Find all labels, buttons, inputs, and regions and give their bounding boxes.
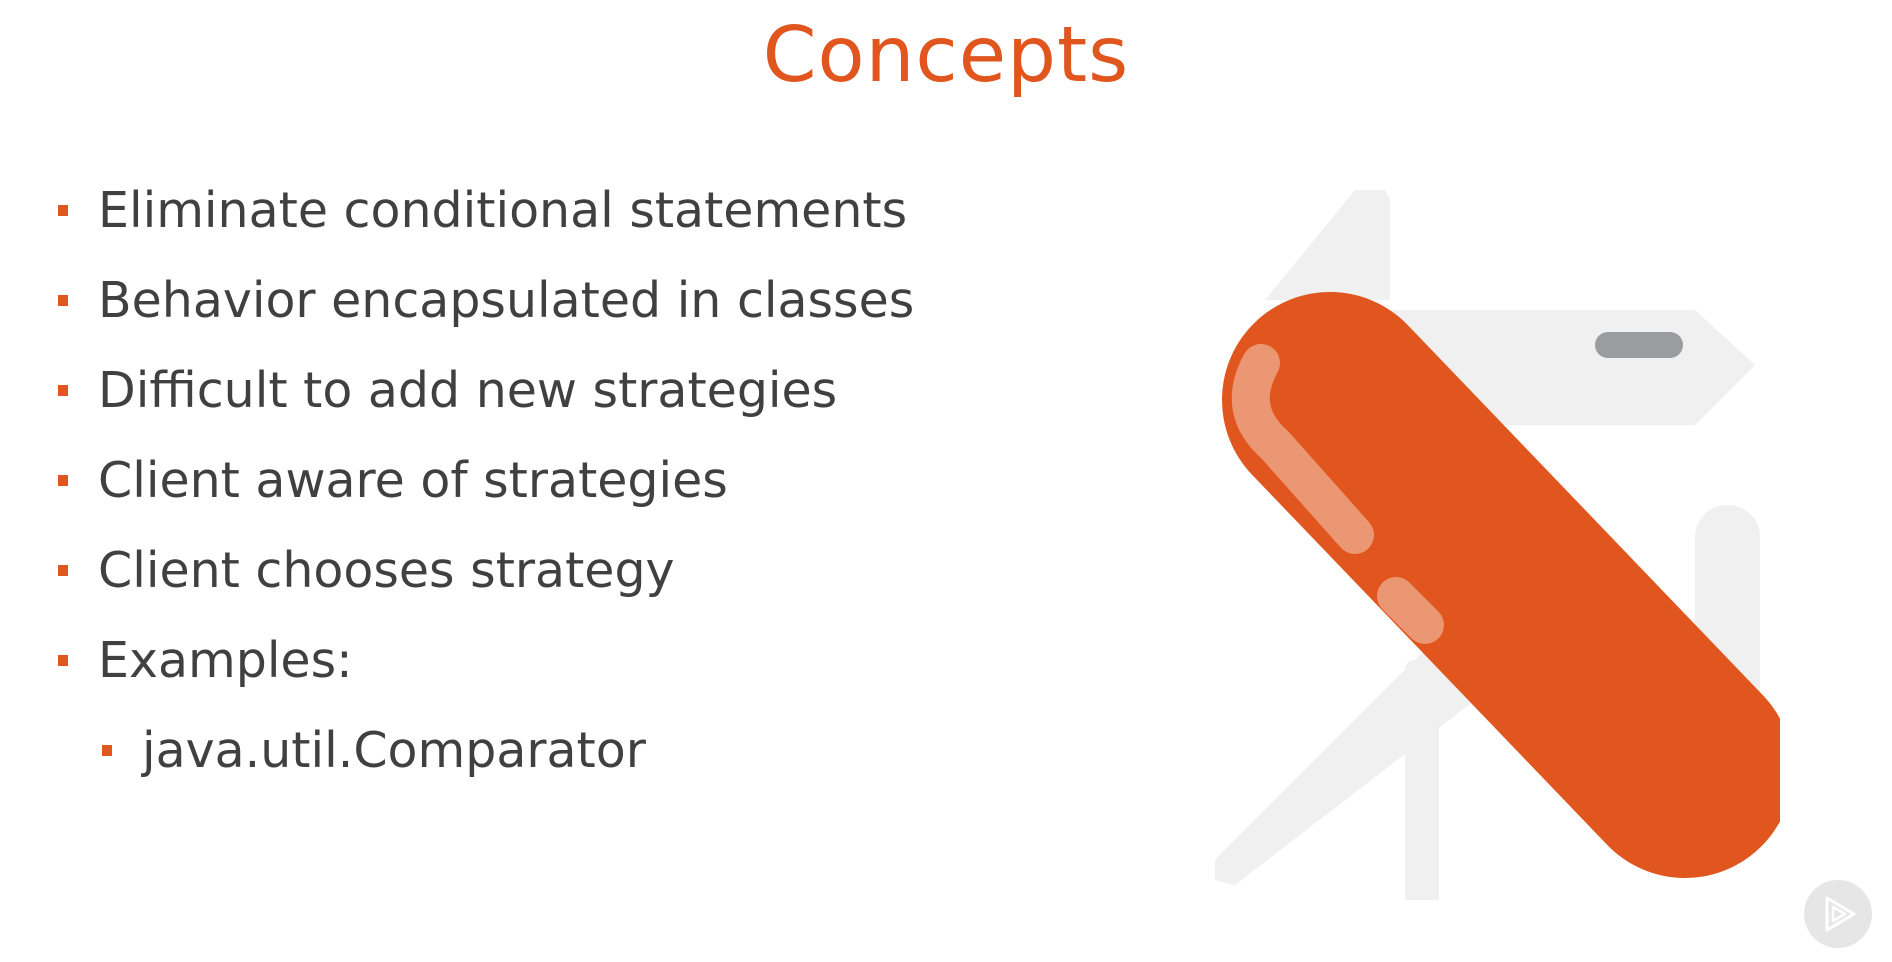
bullet-marker [58,655,68,666]
bullet-marker [58,475,68,486]
bullet-item: Behavior encapsulated in classes [58,258,914,348]
knife-blade-top [1265,190,1390,300]
bullet-text: java.util.Comparator [142,722,646,779]
knife-tool-stem [1405,660,1439,900]
sub-bullet-item: java.util.Comparator [102,708,914,798]
swiss-army-knife-icon [1215,190,1780,900]
blade-slot [1595,332,1683,358]
bullet-marker [58,295,68,306]
bullet-marker [58,205,68,216]
bullet-text: Difficult to add new strategies [98,362,838,419]
bullet-marker [102,745,112,756]
handle-highlight-small [1377,577,1444,644]
bullet-list: Eliminate conditional statements Behavio… [58,168,914,798]
bullet-text: Examples: [98,632,353,689]
bullet-item: Client aware of strategies [58,438,914,528]
knife-handle [1222,292,1780,878]
play-logo-icon[interactable] [1803,879,1873,949]
bullet-item: Client chooses strategy [58,528,914,618]
bullet-text: Client chooses strategy [98,542,675,599]
bullet-text: Client aware of strategies [98,452,728,509]
bullet-text: Eliminate conditional statements [98,182,908,239]
bullet-item: Eliminate conditional statements [58,168,914,258]
bullet-marker [58,565,68,576]
bullet-text: Behavior encapsulated in classes [98,272,915,329]
slide-title: Concepts [762,11,1130,100]
bullet-item: Examples: [58,618,914,708]
handle-highlight [1231,344,1374,554]
bullet-marker [58,385,68,396]
bullet-item: Difficult to add new strategies [58,348,914,438]
